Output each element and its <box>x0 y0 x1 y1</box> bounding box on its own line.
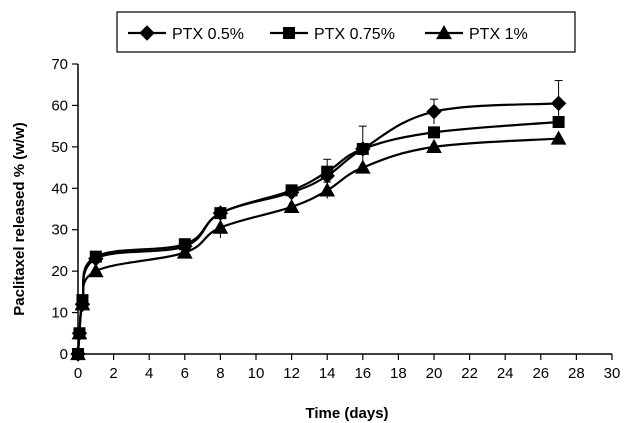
data-point <box>354 159 371 174</box>
data-point <box>283 198 300 214</box>
y-tick-label: 0 <box>60 346 68 363</box>
x-tick-label: 4 <box>145 365 153 382</box>
y-tick-label: 40 <box>51 180 68 197</box>
data-point <box>212 219 229 234</box>
data-point <box>550 95 567 112</box>
y-tick-label: 60 <box>51 97 68 114</box>
series-3 <box>70 130 567 361</box>
y-tick-label: 70 <box>51 56 68 73</box>
y-axis-title: Paclitaxel released % (w/w) <box>11 122 28 315</box>
data-point <box>321 165 334 178</box>
x-tick-label: 28 <box>568 365 585 382</box>
x-tick-label: 22 <box>461 365 478 382</box>
data-point <box>319 182 336 197</box>
data-point <box>285 184 298 197</box>
y-tick-label: 10 <box>51 305 68 322</box>
data-point <box>87 263 104 278</box>
x-tick-label: 16 <box>354 365 371 382</box>
data-point <box>428 126 440 139</box>
x-tick-label: 30 <box>604 365 621 382</box>
data-point <box>176 244 193 259</box>
legend-item: PTX 0.5% <box>128 25 244 43</box>
legend-marker <box>283 27 295 39</box>
x-tick-label: 8 <box>216 365 224 382</box>
x-tick-label: 0 <box>74 365 82 382</box>
legend-box <box>116 11 576 53</box>
data-point <box>426 138 442 153</box>
data-point <box>552 116 565 128</box>
series-layer <box>70 80 567 362</box>
x-tick-label: 14 <box>319 365 336 382</box>
x-tick-label: 18 <box>390 365 407 382</box>
x-tick-label: 20 <box>426 365 443 382</box>
x-tick-label: 24 <box>497 365 514 382</box>
x-tick-label: 10 <box>248 365 265 382</box>
x-axis-title: Time (days) <box>305 405 388 422</box>
data-point <box>74 296 91 311</box>
legend-item: PTX 0.75% <box>270 26 395 43</box>
legend-label: PTX 1% <box>469 26 528 43</box>
legend-marker <box>139 25 155 41</box>
legend-label: PTX 0.5% <box>172 26 244 43</box>
data-point <box>356 142 369 155</box>
data-point <box>71 325 88 340</box>
x-tick-label: 2 <box>109 365 117 382</box>
data-point <box>550 130 567 145</box>
data-point <box>89 250 102 263</box>
x-tick-label: 12 <box>283 365 300 382</box>
legend-marker <box>436 24 452 40</box>
legend-label: PTX 0.75% <box>314 26 395 43</box>
legend-item: PTX 1% <box>425 24 528 43</box>
legend: PTX 0.5% PTX 0.75% PTX 1% <box>116 11 576 53</box>
y-tick-label: 50 <box>51 139 68 156</box>
y-tick-label: 20 <box>51 263 68 280</box>
data-point <box>426 103 442 120</box>
y-tick-label: 30 <box>51 222 68 239</box>
x-tick-label: 26 <box>532 365 549 382</box>
x-tick-label: 6 <box>181 365 189 382</box>
data-point <box>70 345 86 361</box>
